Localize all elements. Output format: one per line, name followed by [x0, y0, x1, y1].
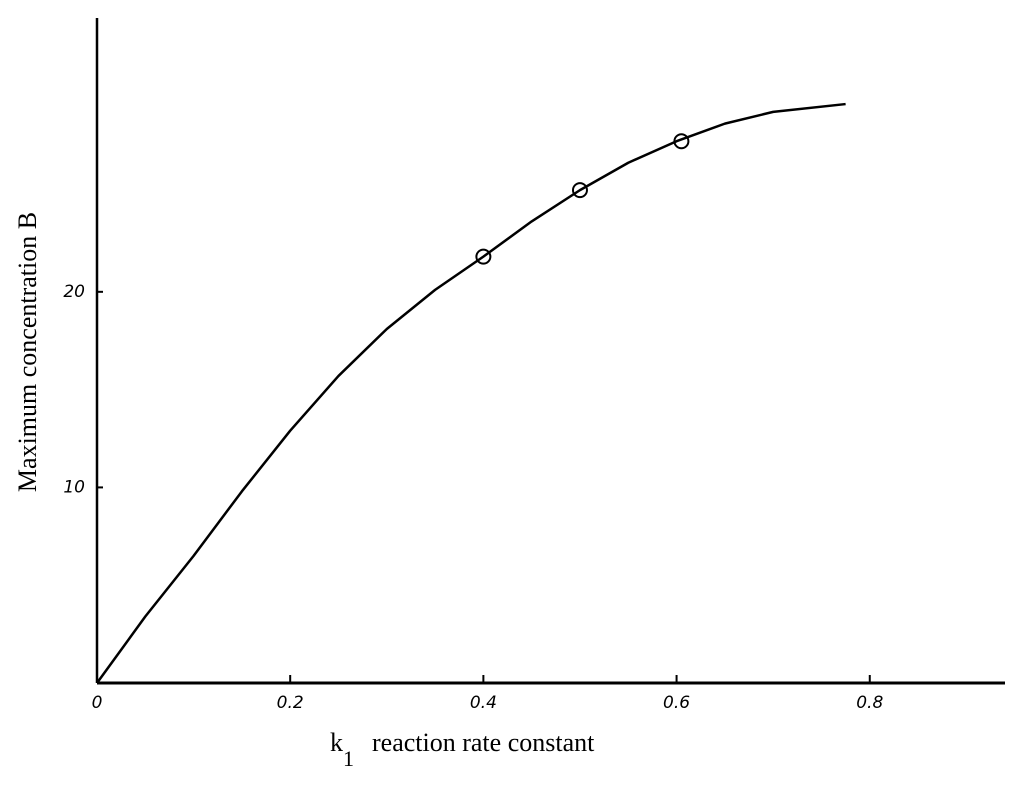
- x-axis-label: k1 reaction rate constant: [330, 728, 595, 771]
- data-point: [673, 133, 690, 150]
- data-point: [475, 248, 492, 265]
- x-label-symbol: k: [330, 728, 343, 757]
- y-axis-label: Maximum concentration B: [13, 212, 42, 492]
- curve: [95, 102, 846, 684]
- x-tick-label: 0.4: [470, 693, 497, 713]
- x-tick-label: 0.8: [856, 693, 883, 713]
- y-tick-label: 10: [63, 477, 85, 497]
- x-label-text: reaction rate constant: [372, 728, 595, 757]
- x-tick-label: 0.6: [663, 693, 690, 713]
- x-tick-label: 0: [92, 693, 103, 713]
- x-label-subscript: 1: [343, 746, 354, 771]
- x-tick-label: 0.2: [277, 693, 304, 713]
- data-point: [571, 182, 588, 199]
- y-tick-label: 20: [63, 282, 85, 302]
